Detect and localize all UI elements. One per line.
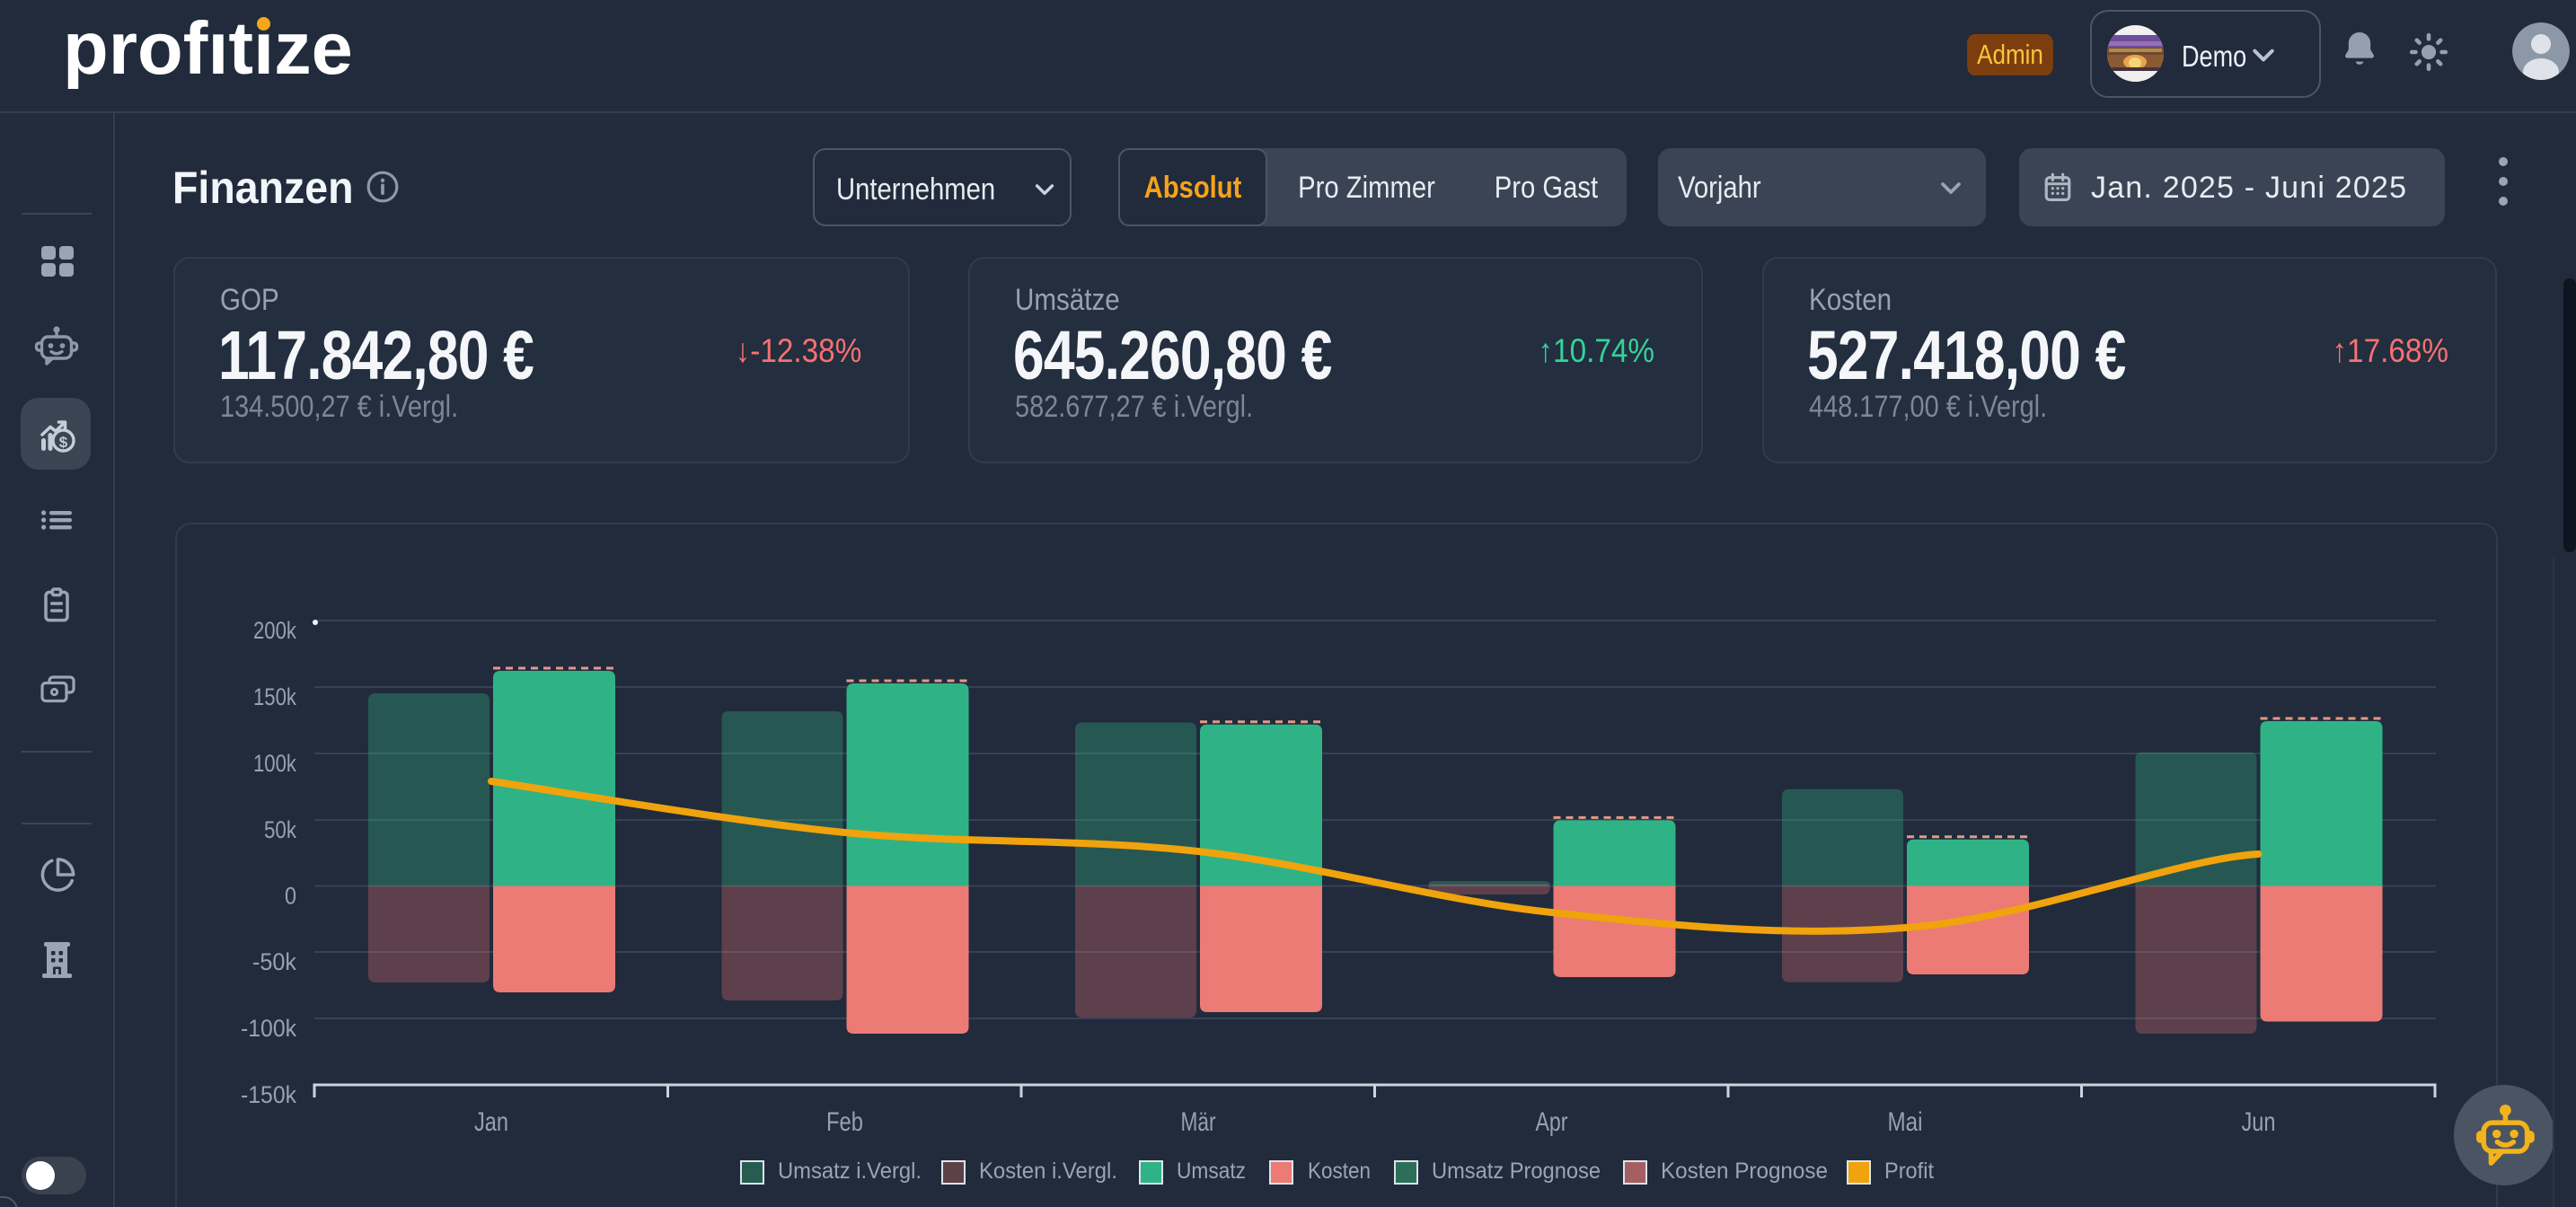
svg-text:-150k: -150k <box>241 1081 296 1108</box>
svg-text:Kosten i.Vergl.: Kosten i.Vergl. <box>979 1159 1117 1184</box>
svg-text:Kosten: Kosten <box>1308 1159 1371 1184</box>
svg-text:Profit: Profit <box>1884 1159 1934 1184</box>
svg-text:50k: 50k <box>264 816 296 843</box>
svg-text:Jan: Jan <box>474 1107 508 1137</box>
svg-text:0: 0 <box>285 883 296 910</box>
svg-text:Jun: Jun <box>2242 1107 2276 1137</box>
svg-text:Umsatz Prognose: Umsatz Prognose <box>1432 1159 1601 1184</box>
svg-text:Umsatz: Umsatz <box>1177 1159 1246 1184</box>
svg-text:-100k: -100k <box>241 1015 296 1042</box>
svg-text:Feb: Feb <box>826 1107 863 1137</box>
svg-text:$: $ <box>59 434 68 451</box>
svg-text:-50k: -50k <box>252 948 296 975</box>
svg-text:Mär: Mär <box>1181 1107 1216 1137</box>
svg-text:Mai: Mai <box>1888 1107 1923 1137</box>
svg-text:200k: 200k <box>253 617 296 644</box>
svg-text:Umsatz i.Vergl.: Umsatz i.Vergl. <box>778 1159 922 1184</box>
svg-text:Kosten Prognose: Kosten Prognose <box>1661 1159 1828 1184</box>
svg-text:Apr: Apr <box>1536 1107 1568 1137</box>
svg-text:150k: 150k <box>253 683 296 710</box>
svg-text:100k: 100k <box>253 750 296 777</box>
